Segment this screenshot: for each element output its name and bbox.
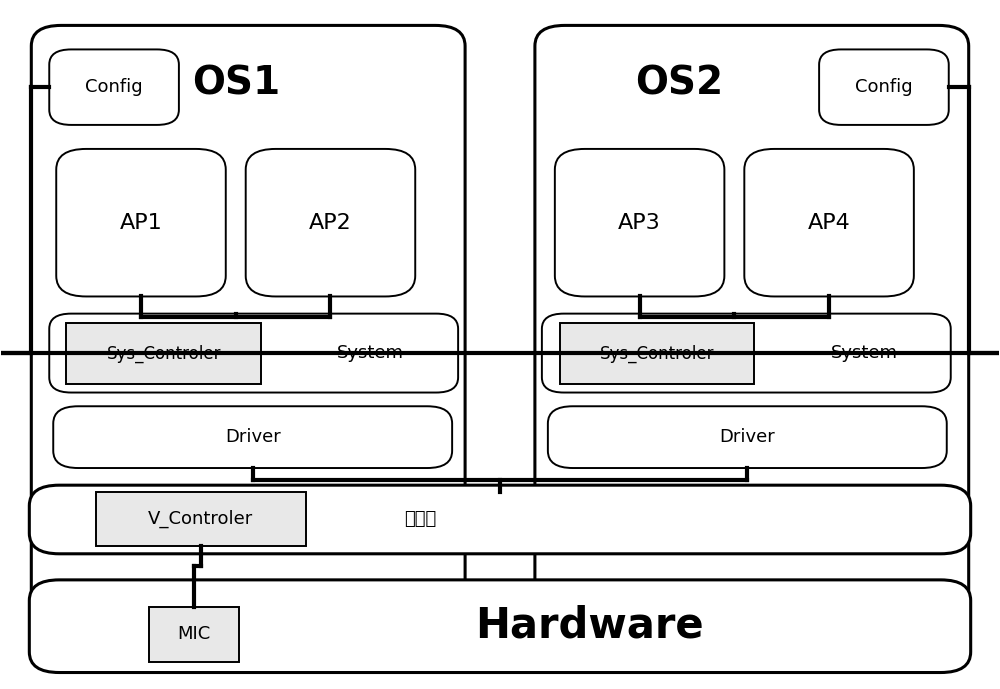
Text: Config: Config (855, 78, 913, 96)
FancyBboxPatch shape (31, 25, 465, 622)
Text: AP4: AP4 (808, 213, 850, 233)
FancyBboxPatch shape (53, 407, 452, 468)
Bar (149, 606, 239, 661)
Text: OS1: OS1 (192, 65, 280, 103)
FancyBboxPatch shape (49, 313, 458, 393)
Text: Driver: Driver (719, 428, 775, 446)
Bar (96, 492, 306, 546)
FancyBboxPatch shape (555, 149, 724, 296)
Text: AP1: AP1 (120, 213, 162, 233)
FancyBboxPatch shape (819, 50, 949, 125)
FancyBboxPatch shape (542, 313, 951, 393)
FancyBboxPatch shape (535, 25, 969, 622)
Text: System: System (830, 344, 897, 362)
Bar (66, 322, 261, 384)
Text: Driver: Driver (225, 428, 281, 446)
Text: Hardware: Hardware (475, 605, 704, 647)
FancyBboxPatch shape (548, 407, 947, 468)
Text: OS2: OS2 (635, 65, 724, 103)
Text: Sys_Controler: Sys_Controler (600, 344, 715, 362)
FancyBboxPatch shape (49, 50, 179, 125)
Text: V_Controler: V_Controler (148, 510, 253, 528)
FancyBboxPatch shape (29, 580, 971, 672)
Text: Config: Config (85, 78, 143, 96)
FancyBboxPatch shape (246, 149, 415, 296)
Bar (560, 322, 754, 384)
FancyBboxPatch shape (744, 149, 914, 296)
Text: MIC: MIC (177, 625, 210, 643)
Text: System: System (337, 344, 404, 362)
FancyBboxPatch shape (29, 485, 971, 554)
Text: AP3: AP3 (618, 213, 661, 233)
FancyBboxPatch shape (56, 149, 226, 296)
Text: Sys_Controler: Sys_Controler (107, 344, 221, 362)
Text: 虚拟层: 虚拟层 (404, 510, 436, 528)
Text: AP2: AP2 (309, 213, 352, 233)
